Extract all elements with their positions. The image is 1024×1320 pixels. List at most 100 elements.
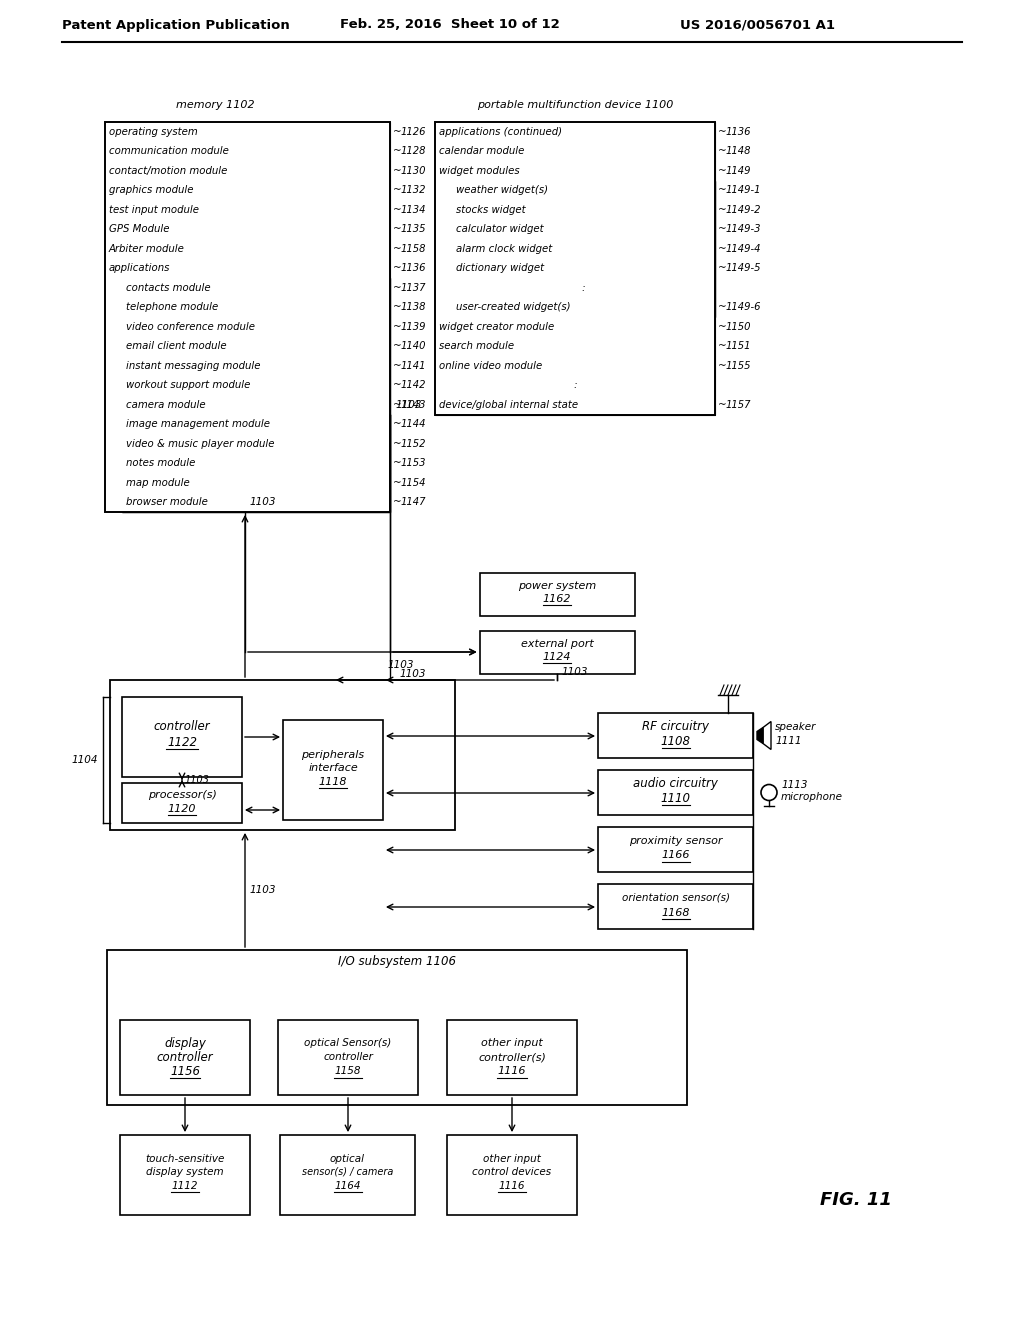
Text: 1149-2: 1149-2 [726, 205, 762, 215]
FancyBboxPatch shape [435, 356, 715, 375]
Text: 1157: 1157 [726, 400, 752, 409]
Text: power system: power system [518, 581, 596, 591]
FancyBboxPatch shape [452, 201, 715, 219]
Text: ~: ~ [393, 498, 401, 507]
Text: ~: ~ [393, 400, 401, 409]
Text: online video module: online video module [439, 360, 543, 371]
Text: controller: controller [154, 721, 210, 734]
FancyBboxPatch shape [106, 950, 687, 1105]
Text: touch-sensitive: touch-sensitive [145, 1154, 224, 1164]
Text: I/O subsystem 1106: I/O subsystem 1106 [338, 956, 456, 969]
FancyBboxPatch shape [122, 297, 390, 317]
Text: 1103: 1103 [388, 660, 415, 671]
Text: 1149: 1149 [726, 166, 752, 176]
FancyBboxPatch shape [280, 1135, 415, 1214]
Text: ~: ~ [393, 458, 401, 469]
Text: weather widget(s): weather widget(s) [456, 185, 548, 195]
FancyBboxPatch shape [122, 414, 390, 434]
Text: video & music player module: video & music player module [126, 438, 274, 449]
FancyBboxPatch shape [452, 279, 715, 297]
FancyBboxPatch shape [105, 239, 390, 259]
Text: ~: ~ [718, 322, 727, 331]
FancyBboxPatch shape [122, 454, 390, 473]
Text: processor(s): processor(s) [147, 789, 216, 800]
Text: Feb. 25, 2016  Sheet 10 of 12: Feb. 25, 2016 Sheet 10 of 12 [340, 18, 560, 32]
Text: 1141: 1141 [401, 360, 427, 371]
FancyBboxPatch shape [122, 337, 390, 356]
Text: contact/motion module: contact/motion module [109, 166, 227, 176]
FancyBboxPatch shape [435, 121, 715, 414]
Text: ~: ~ [393, 478, 401, 488]
Text: 1149-1: 1149-1 [726, 185, 762, 195]
Text: control devices: control devices [472, 1167, 552, 1177]
Text: 1104: 1104 [72, 755, 98, 766]
Text: device/global internal state: device/global internal state [439, 400, 579, 409]
Text: 1150: 1150 [726, 322, 752, 331]
Text: 1124: 1124 [543, 652, 571, 663]
FancyBboxPatch shape [105, 161, 390, 181]
Text: 1162: 1162 [543, 594, 571, 605]
Text: 1108: 1108 [660, 735, 690, 748]
Text: notes module: notes module [126, 458, 196, 469]
Text: ~: ~ [718, 400, 727, 409]
Text: 1134: 1134 [401, 205, 427, 215]
Text: 1113: 1113 [781, 780, 808, 789]
Text: 1153: 1153 [401, 458, 427, 469]
Text: 1139: 1139 [401, 322, 427, 331]
FancyBboxPatch shape [105, 219, 390, 239]
Text: ~: ~ [718, 263, 727, 273]
Text: Patent Application Publication: Patent Application Publication [62, 18, 290, 32]
Text: graphics module: graphics module [109, 185, 194, 195]
FancyBboxPatch shape [479, 573, 635, 615]
FancyBboxPatch shape [479, 631, 635, 673]
Text: applications: applications [109, 263, 170, 273]
Text: ~: ~ [718, 185, 727, 195]
Text: browser module: browser module [126, 498, 208, 507]
FancyBboxPatch shape [110, 680, 455, 830]
FancyBboxPatch shape [452, 181, 715, 201]
Text: RF circuitry: RF circuitry [642, 719, 709, 733]
Text: video conference module: video conference module [126, 322, 255, 331]
Text: ~: ~ [393, 420, 401, 429]
Text: workout support module: workout support module [126, 380, 251, 391]
Text: 1155: 1155 [726, 360, 752, 371]
Text: 1137: 1137 [401, 282, 427, 293]
Text: peripherals: peripherals [301, 750, 365, 760]
FancyBboxPatch shape [122, 279, 390, 297]
FancyBboxPatch shape [122, 356, 390, 375]
FancyBboxPatch shape [122, 492, 390, 512]
Text: 1149-5: 1149-5 [726, 263, 762, 273]
Text: 1103: 1103 [561, 667, 588, 677]
FancyBboxPatch shape [122, 697, 242, 777]
FancyBboxPatch shape [120, 1135, 250, 1214]
Text: ~: ~ [393, 342, 401, 351]
Text: memory 1102: memory 1102 [176, 100, 254, 110]
Text: 1138: 1138 [401, 302, 427, 313]
Text: 1142: 1142 [401, 380, 427, 391]
FancyBboxPatch shape [122, 434, 390, 454]
Text: contacts module: contacts module [126, 282, 211, 293]
Text: ~: ~ [393, 244, 401, 253]
Text: ~: ~ [718, 224, 727, 234]
FancyBboxPatch shape [598, 884, 753, 929]
FancyBboxPatch shape [447, 1135, 577, 1214]
Text: widget modules: widget modules [439, 166, 519, 176]
Text: ~: ~ [393, 185, 401, 195]
Text: telephone module: telephone module [126, 302, 218, 313]
Text: widget creator module: widget creator module [439, 322, 554, 331]
Text: 1152: 1152 [401, 438, 427, 449]
Text: controller: controller [323, 1052, 373, 1063]
Text: calendar module: calendar module [439, 147, 524, 156]
Text: 1103: 1103 [185, 775, 210, 785]
Text: 1118: 1118 [318, 777, 347, 787]
Text: stocks widget: stocks widget [456, 205, 525, 215]
Text: speaker: speaker [775, 722, 816, 733]
FancyBboxPatch shape [435, 161, 715, 181]
Polygon shape [757, 727, 763, 743]
FancyBboxPatch shape [105, 259, 390, 279]
Text: 1120: 1120 [168, 804, 197, 814]
Text: ~: ~ [718, 302, 727, 313]
Text: ~: ~ [393, 282, 401, 293]
Text: external port: external port [520, 639, 593, 649]
Text: US 2016/0056701 A1: US 2016/0056701 A1 [680, 18, 835, 32]
